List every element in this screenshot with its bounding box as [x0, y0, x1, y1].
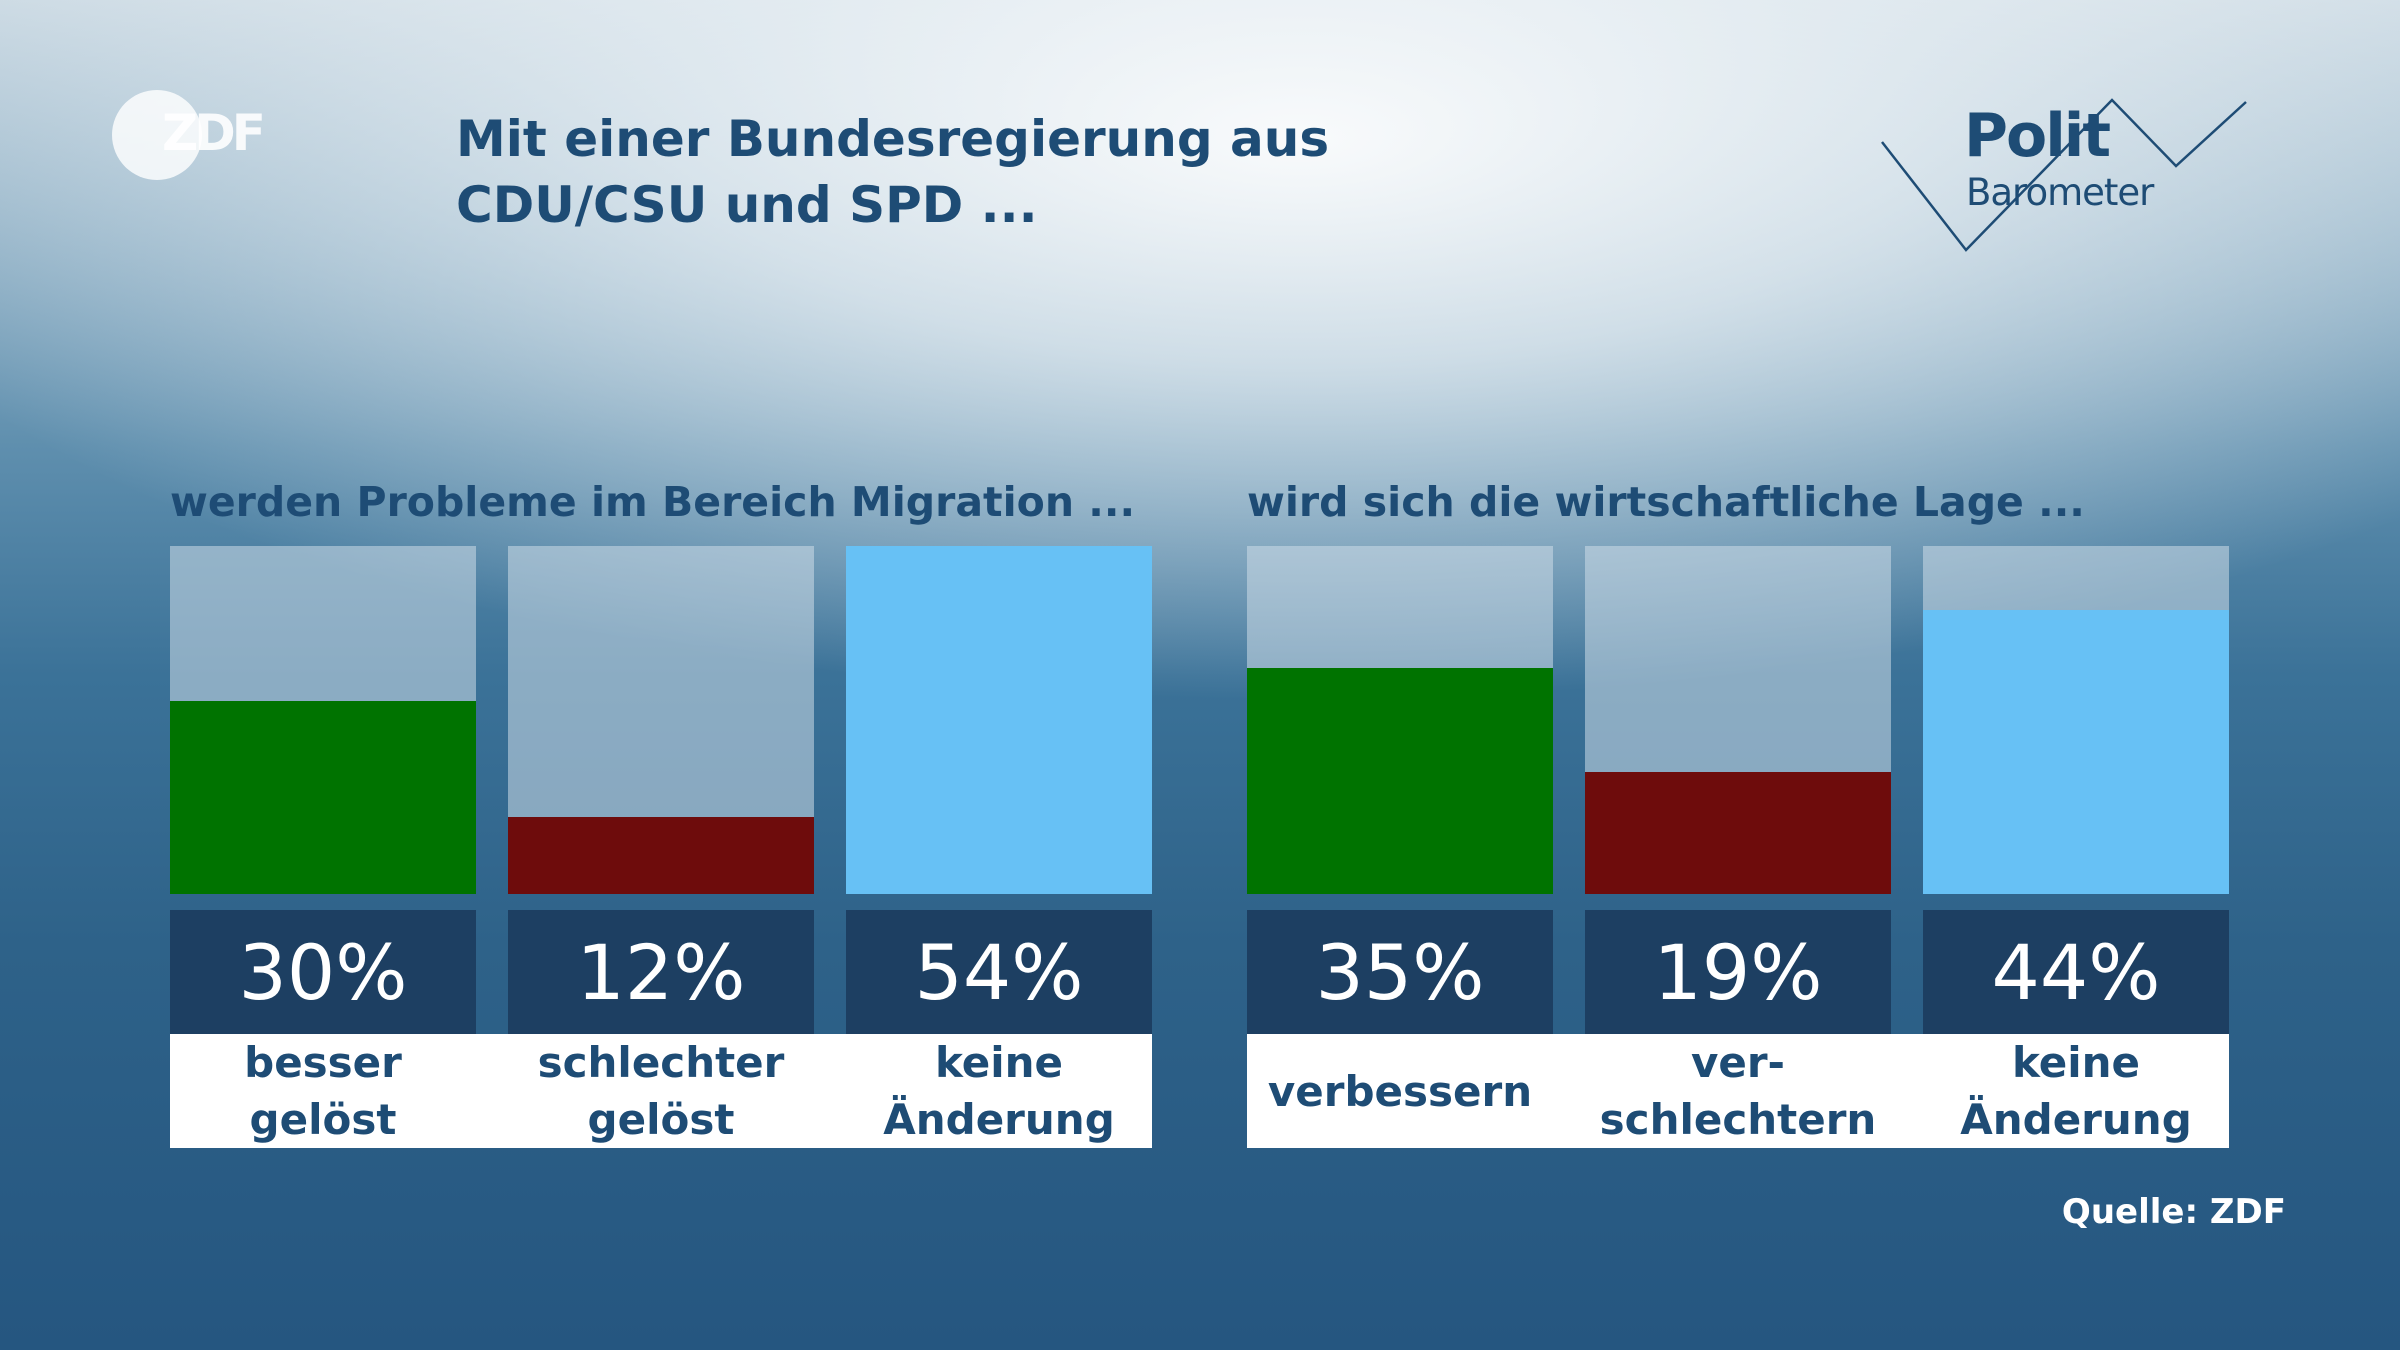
chart-1-value-label-2: 12%	[508, 910, 814, 1034]
chart-1-category-label-2: schlechter gelöst	[537, 1038, 785, 1144]
chart-2-bar-track-2	[1585, 546, 1891, 894]
politbarometer-logo-polit: Polit	[1964, 101, 2111, 171]
page-title: Mit einer Bundesregierung aus CDU/CSU un…	[456, 106, 1656, 238]
chart-2-label-band	[1247, 1034, 2229, 1148]
chart-1-bar-3	[846, 546, 1152, 894]
chart-2-category-label-1: verbessern	[1267, 1066, 1533, 1116]
zdf-logo-circle	[112, 90, 202, 180]
chart-2-value-label-2: 19%	[1585, 910, 1891, 1034]
chart-2-bar-1	[1247, 668, 1553, 894]
chart-2-category-label-2: ver- schlechtern	[1599, 1038, 1877, 1144]
chart-2-value-label-1: 35%	[1247, 910, 1553, 1034]
source-note: Quelle: ZDF	[2061, 1192, 2286, 1232]
chart-2-title: wird sich die wirtschaftliche Lage ...	[1247, 478, 2085, 526]
chart-1-category-label-3: keine Änderung	[883, 1038, 1115, 1144]
chart-1-bar-1	[170, 700, 476, 894]
zdf-logo-text: ZDF	[162, 104, 266, 162]
chart-2-bar-3	[1923, 610, 2229, 894]
chart-1-bar-track-2	[508, 546, 814, 894]
chart-2-bar-2	[1585, 771, 1891, 894]
chart-2-value-label-3: 44%	[1923, 910, 2229, 1034]
chart-2-bar-track-1	[1247, 546, 1553, 894]
politbarometer-zigzag-icon	[1881, 98, 2247, 252]
chart-1-value-label-1: 30%	[170, 910, 476, 1034]
page-title-line-2: CDU/CSU und SPD ...	[456, 176, 1038, 234]
politbarometer-logo: Polit Barometer	[1880, 94, 2250, 264]
chart-1-bar-track-3	[846, 546, 1152, 894]
chart-1-bar-track-1	[170, 546, 476, 894]
zdf-logo: ZDF	[112, 90, 272, 182]
chart-2-category-label-3: keine Änderung	[1960, 1038, 2192, 1144]
chart-1-category-label-1: besser gelöst	[244, 1038, 402, 1144]
chart-1-value-label-3: 54%	[846, 910, 1152, 1034]
chart-2-bar-track-3	[1923, 546, 2229, 894]
politbarometer-logo-barometer: Barometer	[1966, 171, 2154, 214]
chart-1-title: werden Probleme im Bereich Migration ...	[170, 478, 1136, 526]
page-title-line-1: Mit einer Bundesregierung aus	[456, 110, 1330, 168]
chart-1-bar-2	[508, 816, 814, 894]
chart-1-label-band	[170, 1034, 1152, 1148]
